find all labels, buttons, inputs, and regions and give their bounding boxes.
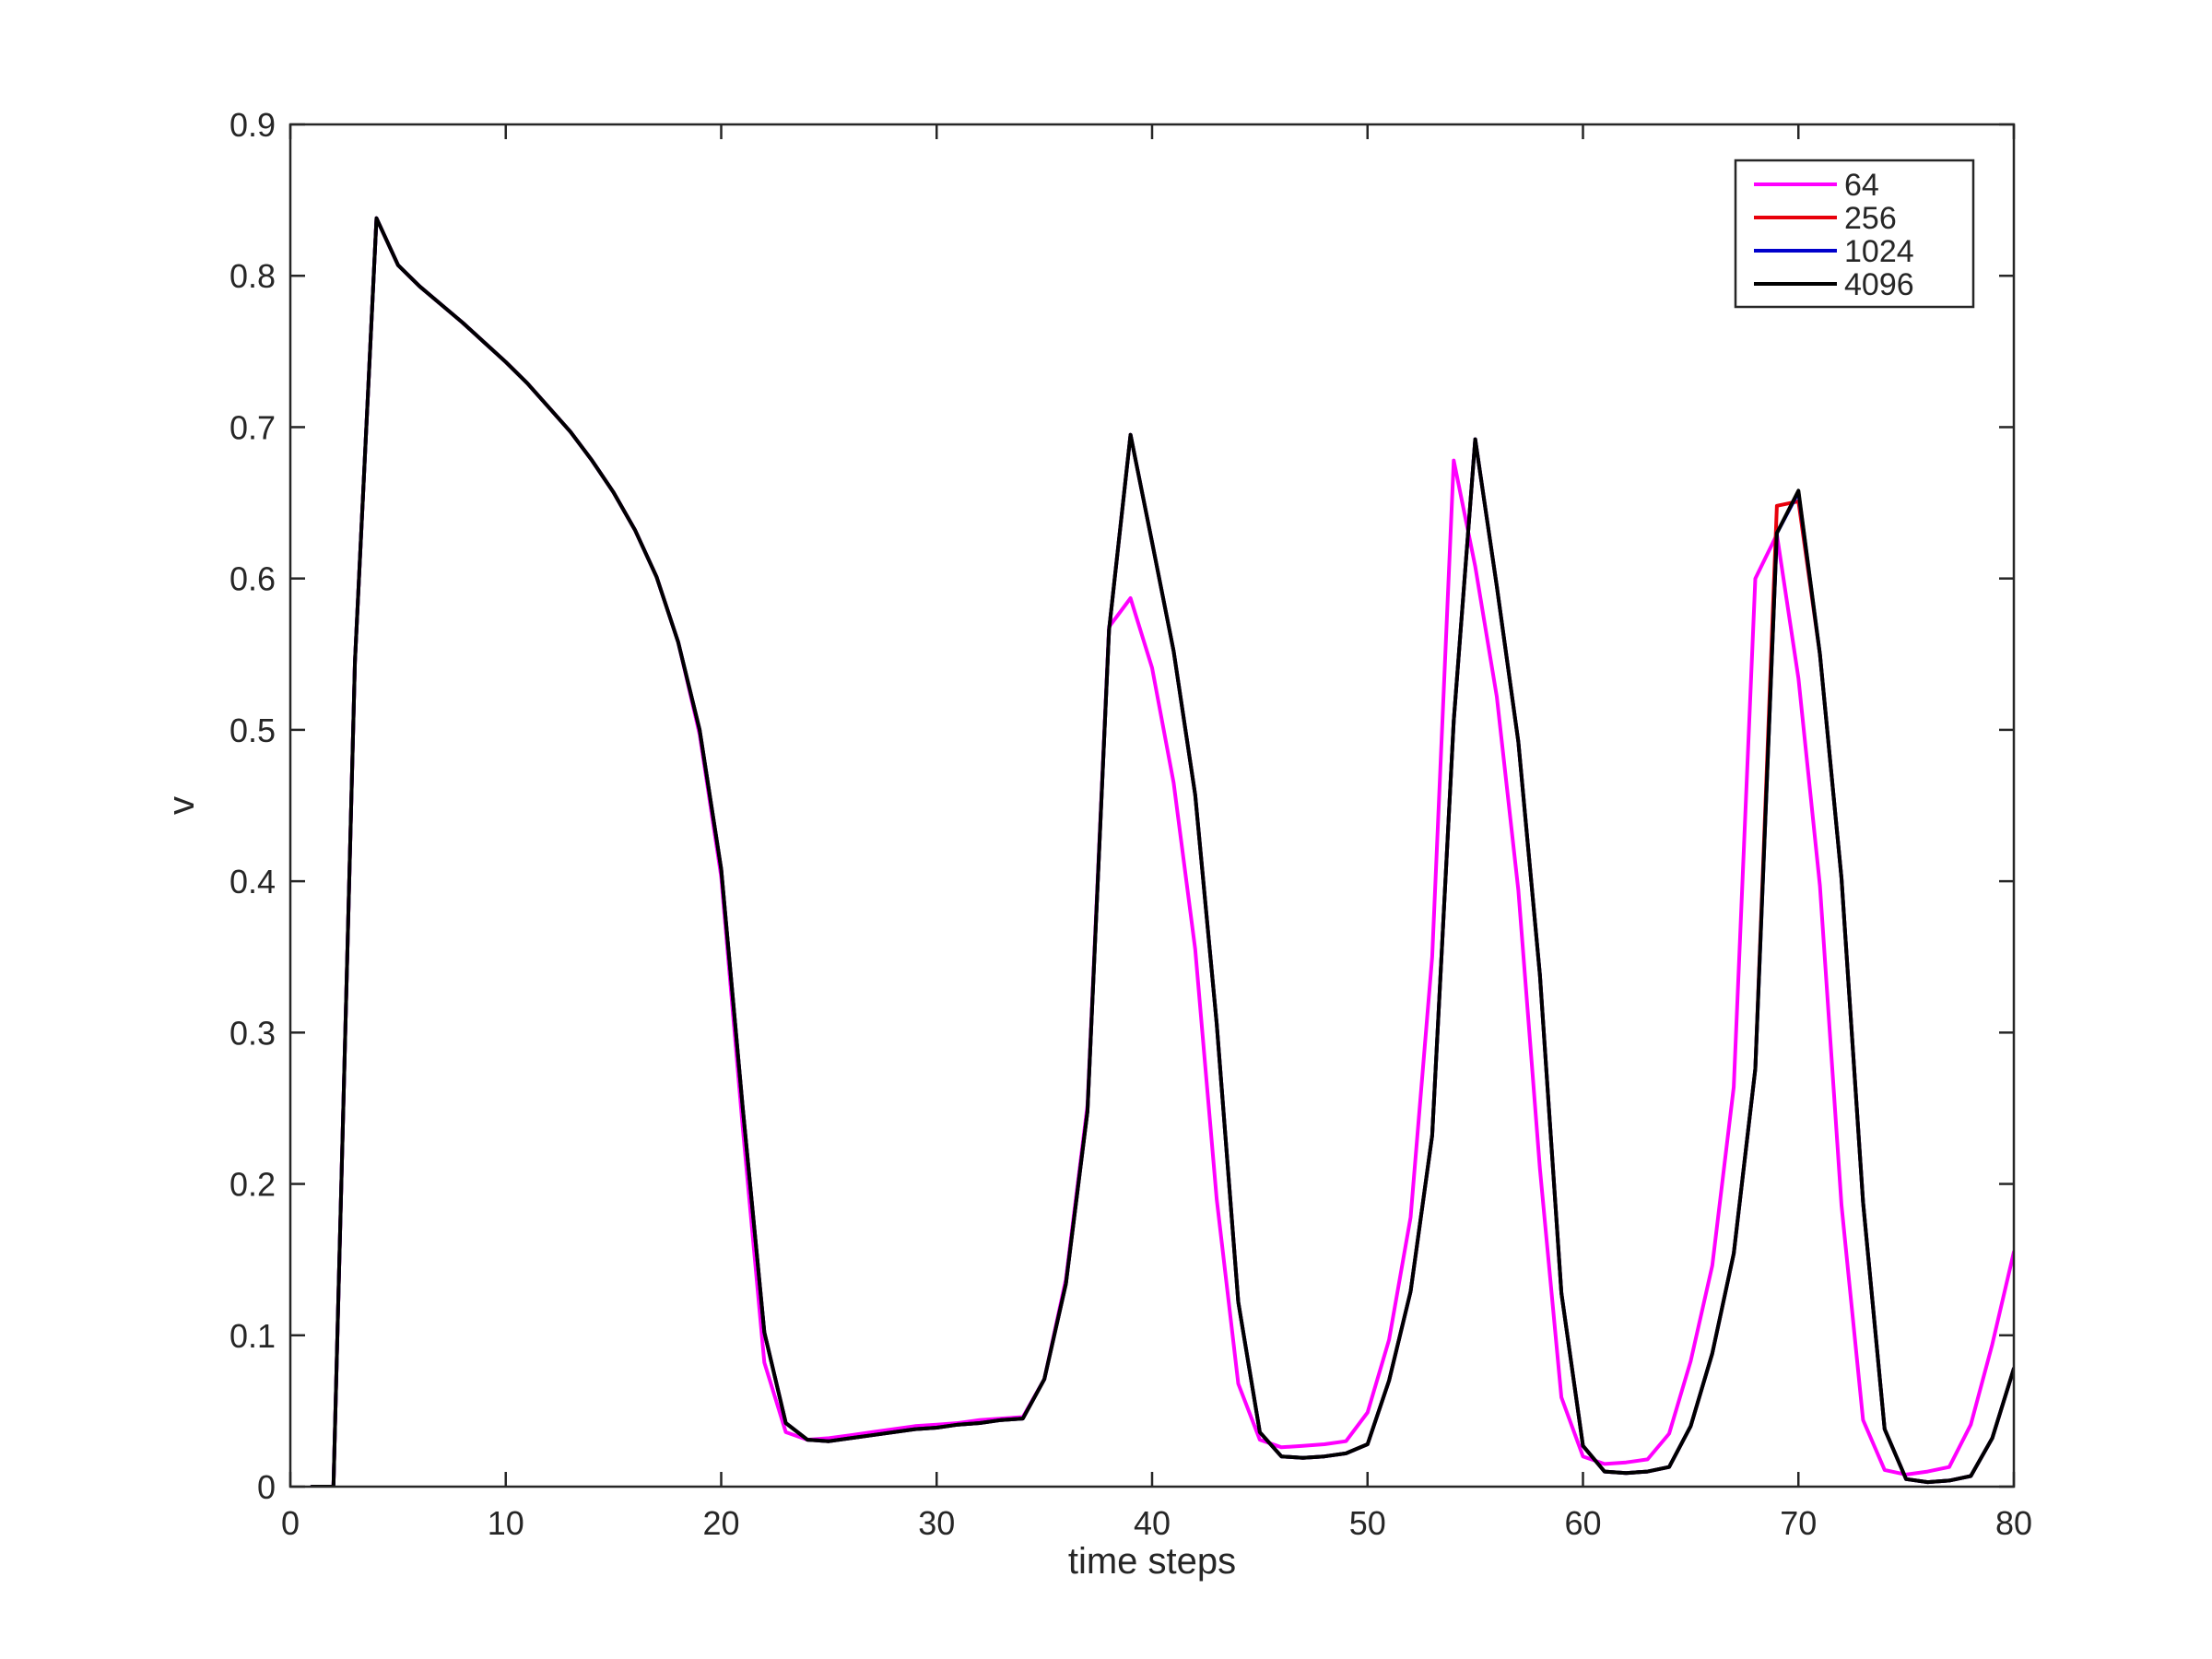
y-tick-label-5: 0.5 [229,712,276,749]
y-tick-label-1: 0.1 [229,1317,276,1355]
legend-label-4096: 4096 [1844,267,1914,302]
series-layer [310,216,2014,1487]
y-tick-label-4: 0.4 [229,863,276,900]
plot-area [290,124,2014,1487]
x-tick-label-8: 80 [1995,1504,2032,1542]
x-tick-label-1: 10 [488,1504,524,1542]
y-tick-label-7: 0.7 [229,408,276,446]
x-tick-label-6: 60 [1564,1504,1601,1542]
y-tick-label-0: 0 [257,1468,276,1506]
legend-label-1024: 1024 [1844,234,1914,269]
legend-label-64: 64 [1844,168,1879,203]
x-axis-label: time steps [1068,1541,1236,1582]
x-tick-label-4: 40 [1134,1504,1171,1542]
x-tick-label-0: 0 [281,1504,300,1542]
x-tick-label-2: 20 [702,1504,739,1542]
tick-labels: 0 10 20 30 40 50 60 70 80 0 0.1 0.2 0.3 0.4 0.5 0.6 0.7 0… [229,106,2032,1542]
y-axis-label: v [161,796,202,815]
series-line-4096 [310,216,2014,1487]
y-tick-label-8: 0.8 [229,257,276,295]
y-tick-label-3: 0.3 [229,1014,276,1052]
x-tick-label-3: 30 [918,1504,955,1542]
x-tick-label-5: 50 [1349,1504,1386,1542]
axes-box [288,123,2016,1488]
legend-label-256: 256 [1844,201,1897,236]
y-tick-label-6: 0.6 [229,560,276,598]
y-tick-label-9: 0.9 [229,106,276,144]
y-tick-label-2: 0.2 [229,1166,276,1204]
x-tick-label-7: 70 [1780,1504,1817,1542]
